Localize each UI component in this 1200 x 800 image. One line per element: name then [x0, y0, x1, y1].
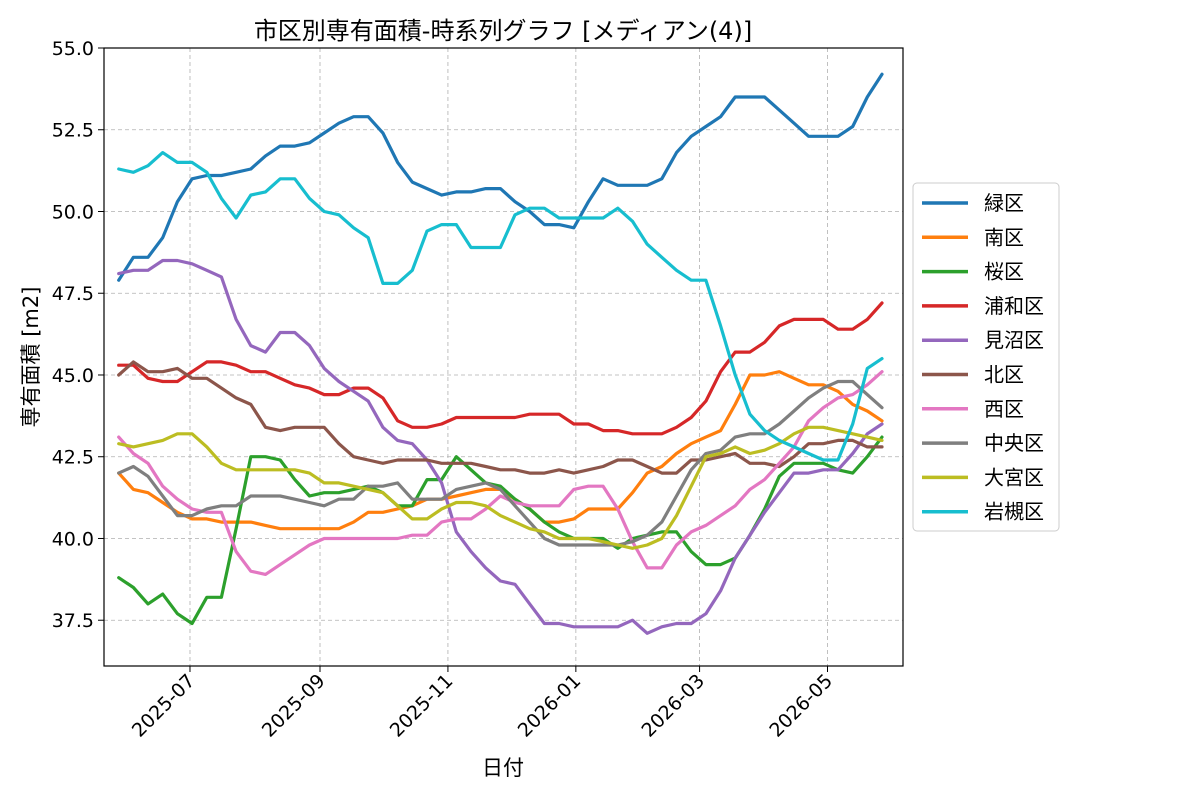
plot-frame — [103, 47, 904, 667]
series-lines — [117, 72, 884, 635]
series-line — [117, 379, 884, 547]
series-line — [117, 425, 884, 550]
legend-label: 緑区 — [984, 191, 1024, 215]
x-tick-label: 2026-05 — [765, 670, 837, 742]
y-tick-label: 42.5 — [52, 447, 94, 469]
legend-label: 北区 — [984, 363, 1024, 387]
chart-title: 市区別専有面積-時系列グラフ [メディアン(4)] — [254, 17, 752, 45]
legend-label: 浦和区 — [984, 294, 1044, 318]
x-tick-label: 2026-01 — [514, 670, 586, 742]
series-line — [117, 258, 884, 635]
y-tick-label: 37.5 — [52, 610, 94, 632]
legend-label: 西区 — [984, 397, 1024, 421]
y-tick-label: 52.5 — [52, 120, 94, 142]
grid-lines — [104, 47, 903, 666]
legend-label: 大宮区 — [984, 465, 1044, 489]
y-axis-label: 専有面積 [m2] — [19, 287, 43, 428]
axis-ticks: 37.5 40.0 42.5 45.0 47.5 50.0 52.5 55.0 2025-07 2… — [52, 38, 837, 742]
x-tick-label: 2025-11 — [386, 670, 458, 742]
series-line — [117, 151, 884, 462]
legend-label: 中央区 — [984, 431, 1044, 455]
series-line — [117, 72, 884, 282]
y-tick-label: 45.0 — [52, 365, 94, 387]
x-tick-label: 2025-09 — [258, 670, 330, 742]
y-tick-label: 40.0 — [52, 528, 94, 550]
y-tick-label: 55.0 — [52, 38, 94, 60]
x-axis-label: 日付 — [482, 756, 524, 780]
x-tick-label: 2026-03 — [637, 670, 709, 742]
legend-label: 桜区 — [984, 260, 1024, 284]
legend-label: 南区 — [984, 225, 1024, 249]
series-line — [117, 301, 884, 436]
series-line — [117, 360, 884, 475]
legend-label: 見沼区 — [984, 328, 1044, 352]
y-tick-label: 50.0 — [52, 201, 94, 223]
series-line — [117, 370, 884, 577]
legend-label: 岩槻区 — [984, 500, 1044, 524]
y-tick-label: 47.5 — [52, 283, 94, 305]
x-tick-label: 2025-07 — [128, 670, 200, 742]
